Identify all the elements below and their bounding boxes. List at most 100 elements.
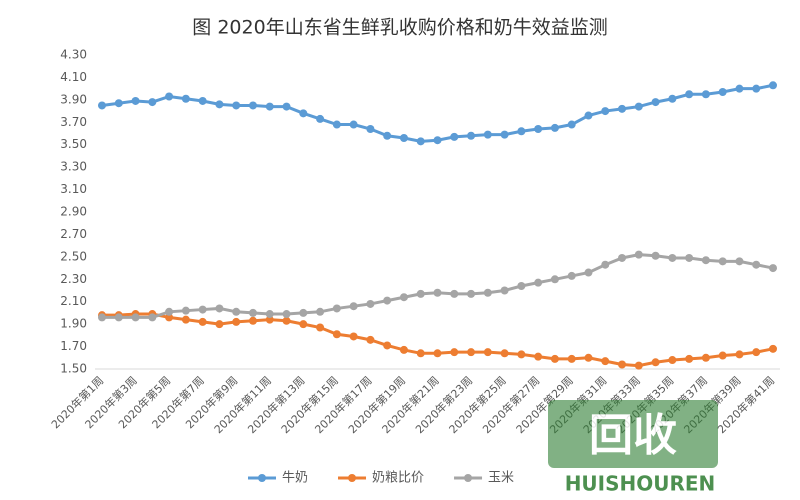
point	[399, 345, 408, 354]
point	[433, 136, 442, 145]
point	[668, 356, 677, 365]
point	[601, 357, 610, 366]
y-tick-label: 3.10	[60, 182, 87, 196]
point	[752, 348, 761, 357]
point	[248, 101, 257, 110]
point	[299, 320, 308, 329]
point	[601, 107, 610, 116]
point	[131, 313, 140, 322]
point	[265, 310, 274, 319]
point	[517, 282, 526, 291]
y-tick-label: 2.50	[60, 249, 87, 263]
point	[165, 307, 174, 316]
point	[282, 310, 291, 319]
point	[316, 307, 325, 316]
point	[651, 98, 660, 107]
point	[517, 350, 526, 359]
point	[416, 349, 425, 358]
point	[248, 316, 257, 325]
point	[685, 354, 694, 363]
point	[165, 92, 174, 101]
point	[584, 268, 593, 277]
point	[366, 335, 375, 344]
point	[148, 313, 157, 322]
legend-marker	[348, 474, 357, 482]
point	[265, 102, 274, 111]
point	[467, 131, 476, 140]
point	[349, 332, 358, 341]
point	[718, 88, 727, 97]
point	[517, 127, 526, 136]
y-tick-label: 3.90	[60, 92, 87, 106]
point	[299, 109, 308, 118]
point	[433, 288, 442, 297]
point	[752, 84, 761, 93]
point	[265, 315, 274, 324]
point	[483, 348, 492, 357]
point	[718, 351, 727, 360]
point	[282, 316, 291, 325]
point	[232, 307, 241, 316]
point	[198, 317, 207, 326]
point	[165, 313, 174, 322]
point	[399, 133, 408, 142]
y-tick-label: 2.90	[60, 205, 87, 219]
y-tick-label: 2.10	[60, 294, 87, 308]
point	[534, 352, 543, 361]
point	[668, 94, 677, 103]
point	[483, 130, 492, 139]
point	[316, 323, 325, 332]
point	[416, 289, 425, 298]
point	[534, 278, 543, 287]
point	[316, 114, 325, 123]
point	[416, 137, 425, 146]
watermark-icon: 回收	[589, 410, 677, 461]
watermark: 回收 HUISHOUREN	[548, 400, 718, 496]
watermark-text: HUISHOUREN	[565, 472, 716, 496]
legend-label: 奶粮比价	[372, 471, 424, 486]
point	[618, 104, 627, 113]
point	[215, 320, 224, 329]
point	[332, 330, 341, 339]
point	[735, 257, 744, 266]
legend-label: 牛奶	[282, 471, 308, 486]
y-tick-label: 1.50	[60, 362, 87, 376]
point	[131, 96, 140, 105]
point	[232, 317, 241, 326]
point	[634, 250, 643, 259]
point	[735, 350, 744, 359]
point	[282, 102, 291, 111]
point	[701, 90, 710, 99]
point	[450, 132, 459, 141]
point	[550, 123, 559, 132]
point	[399, 293, 408, 302]
point	[550, 275, 559, 284]
point	[467, 289, 476, 298]
point	[584, 353, 593, 362]
point	[98, 313, 106, 322]
point	[701, 353, 710, 362]
y-tick-label: 2.70	[60, 227, 87, 241]
point	[148, 98, 157, 107]
point	[685, 253, 694, 262]
y-tick-label: 3.50	[60, 137, 87, 151]
point	[366, 299, 375, 308]
chart-title: 图 2020年山东省生鲜乳收购价格和奶牛效益监测	[192, 17, 607, 39]
point	[500, 349, 509, 358]
point	[332, 120, 341, 129]
point	[248, 308, 257, 317]
point	[198, 305, 207, 314]
point	[383, 296, 392, 305]
point	[181, 306, 190, 315]
point	[215, 100, 224, 109]
point	[769, 81, 777, 90]
point	[450, 289, 459, 298]
watermark-badge	[548, 400, 718, 468]
point	[769, 264, 777, 273]
point	[467, 348, 476, 357]
point	[500, 286, 509, 295]
point	[181, 315, 190, 324]
point	[601, 260, 610, 269]
point	[450, 348, 459, 357]
point	[634, 102, 643, 111]
